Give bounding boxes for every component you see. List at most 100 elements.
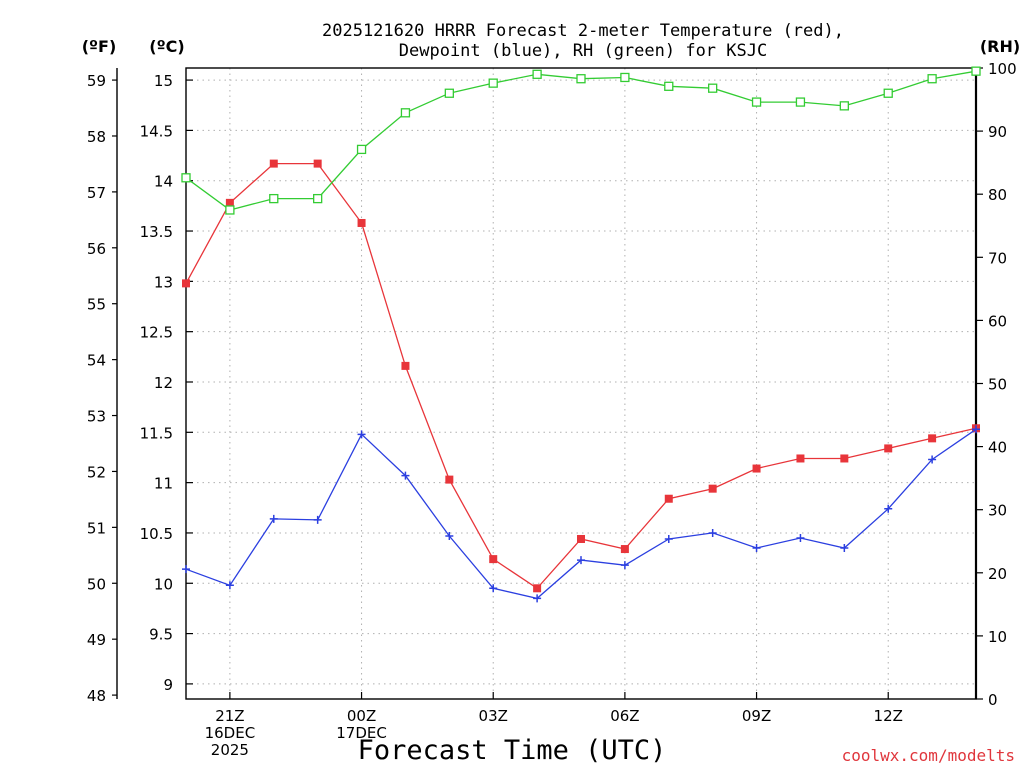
rh-point	[269, 193, 279, 204]
celsius-tick-label: 14.5	[140, 122, 173, 140]
rh-point	[971, 66, 981, 76]
grid-lines	[186, 68, 976, 699]
rh-unit-label: (RH)	[980, 37, 1020, 56]
celsius-tick-label: 12.5	[140, 324, 173, 342]
rh-point	[927, 74, 937, 84]
rh-tick-label: 80	[988, 186, 1007, 204]
temperature-point	[357, 218, 366, 227]
dewpoint-point	[445, 531, 454, 540]
dewpoint-point	[533, 594, 542, 603]
x-tick-label: 00Z	[347, 707, 376, 725]
dewpoint-point	[708, 528, 717, 537]
chart-title-line2: Dewpoint (blue), RH (green) for KSJC	[399, 41, 767, 61]
rh-tick-label: 90	[988, 123, 1007, 141]
temperature-point	[489, 555, 498, 564]
fahrenheit-tick-label: 49	[87, 631, 106, 649]
fahrenheit-tick-label: 55	[87, 296, 106, 314]
dewpoint-point	[577, 556, 585, 565]
rh-point	[532, 69, 542, 79]
dewpoint-point	[357, 430, 366, 439]
x-tick-label: 06Z	[610, 707, 639, 725]
fahrenheit-tick-label: 59	[87, 72, 106, 90]
celsius-tick-label: 10	[154, 575, 173, 593]
rh-tick-label: 0	[988, 691, 998, 709]
x-axis-label: Forecast Time (UTC)	[358, 735, 667, 766]
temperature-point	[620, 545, 629, 554]
rh-tick-label: 70	[988, 249, 1007, 267]
dewpoint-point	[796, 533, 805, 542]
rh-tick-label: 10	[988, 628, 1007, 646]
dewpoint-point	[269, 514, 278, 523]
rh-point	[708, 83, 718, 93]
fahrenheit-tick-label: 58	[87, 128, 106, 146]
celsius-tick-label: 14	[154, 173, 173, 191]
temperature-point	[577, 534, 585, 543]
dewpoint-point	[313, 515, 322, 524]
celsius-tick-label: 9.5	[149, 626, 173, 644]
fahrenheit-tick-label: 54	[87, 352, 106, 370]
rh-point	[883, 88, 893, 98]
dewpoint-point	[972, 425, 980, 434]
celsius-tick-label: 10.5	[140, 525, 173, 543]
fahrenheit-tick-label: 51	[87, 519, 106, 537]
rh-tick-label: 50	[988, 376, 1007, 394]
celsius-ticks: 9 9.5 10 10.5 11 11.5 12 12.5 13 13.5 14 14.5 15	[140, 72, 193, 694]
celsius-tick-label: 12	[154, 374, 173, 392]
dewpoint-point	[401, 471, 410, 480]
rh-point	[620, 72, 630, 83]
rh-tick-label: 20	[988, 565, 1007, 583]
credit-text: coolwx.com/modelts	[842, 746, 1015, 765]
rh-point	[400, 108, 411, 118]
rh-tick-label: 40	[988, 439, 1007, 457]
temperature-point	[752, 464, 761, 473]
fahrenheit-tick-label: 56	[87, 240, 106, 258]
rh-point	[181, 173, 191, 183]
rh-tick-label: 60	[988, 312, 1007, 330]
temperature-point	[313, 159, 322, 168]
rh-line	[185, 70, 977, 211]
fahrenheit-tick-label: 50	[87, 575, 106, 593]
temperature-point	[664, 494, 673, 503]
rh-point	[576, 74, 586, 84]
celsius-tick-label: 9	[163, 676, 173, 694]
dewpoint-point	[489, 584, 498, 593]
rh-tick-label: 30	[988, 502, 1007, 520]
temperature-point	[182, 279, 190, 288]
x-tick-label: 09Z	[742, 707, 771, 725]
rh-tick-label: 100	[988, 60, 1017, 78]
rh-point	[795, 97, 806, 107]
rh-point	[488, 78, 498, 88]
dewpoint-point	[225, 581, 234, 590]
celsius-tick-label: 13.5	[140, 223, 173, 241]
temperature-point	[884, 444, 893, 453]
chart-title-line1: 2025121620 HRRR Forecast 2-meter Tempera…	[322, 21, 844, 41]
dewpoint-line	[185, 428, 977, 600]
plot-frame	[185, 67, 977, 700]
dewpoint-point	[620, 561, 629, 570]
x-tick-label: 17DEC	[336, 724, 387, 742]
temperature-point	[928, 434, 937, 443]
dewpoint-point	[928, 455, 937, 464]
rh-point	[839, 101, 849, 111]
x-tick-label: 03Z	[479, 707, 508, 725]
celsius-tick-label: 15	[154, 72, 173, 90]
fahrenheit-ticks: 48 49 50 51 52 53 54 55 56 57 58 59	[87, 72, 117, 705]
celsius-tick-label: 11.5	[140, 424, 173, 442]
temperature-point	[708, 484, 717, 493]
fahrenheit-tick-label: 52	[87, 463, 106, 481]
fahrenheit-tick-label: 53	[87, 408, 106, 426]
temperature-point	[533, 584, 542, 593]
temperature-line	[185, 162, 977, 590]
celsius-tick-label: 13	[154, 273, 173, 291]
x-tick-label: 16DEC	[205, 724, 256, 742]
fahrenheit-tick-label: 57	[87, 184, 106, 202]
rh-point	[444, 88, 454, 98]
temperature-point	[225, 198, 234, 207]
celsius-tick-label: 11	[154, 475, 173, 493]
dewpoint-point	[752, 544, 761, 553]
rh-ticks: 0 10 20 30 40 50 60 70 80 90 100	[976, 60, 1017, 709]
rh-point	[313, 193, 323, 204]
rh-point	[225, 205, 235, 215]
